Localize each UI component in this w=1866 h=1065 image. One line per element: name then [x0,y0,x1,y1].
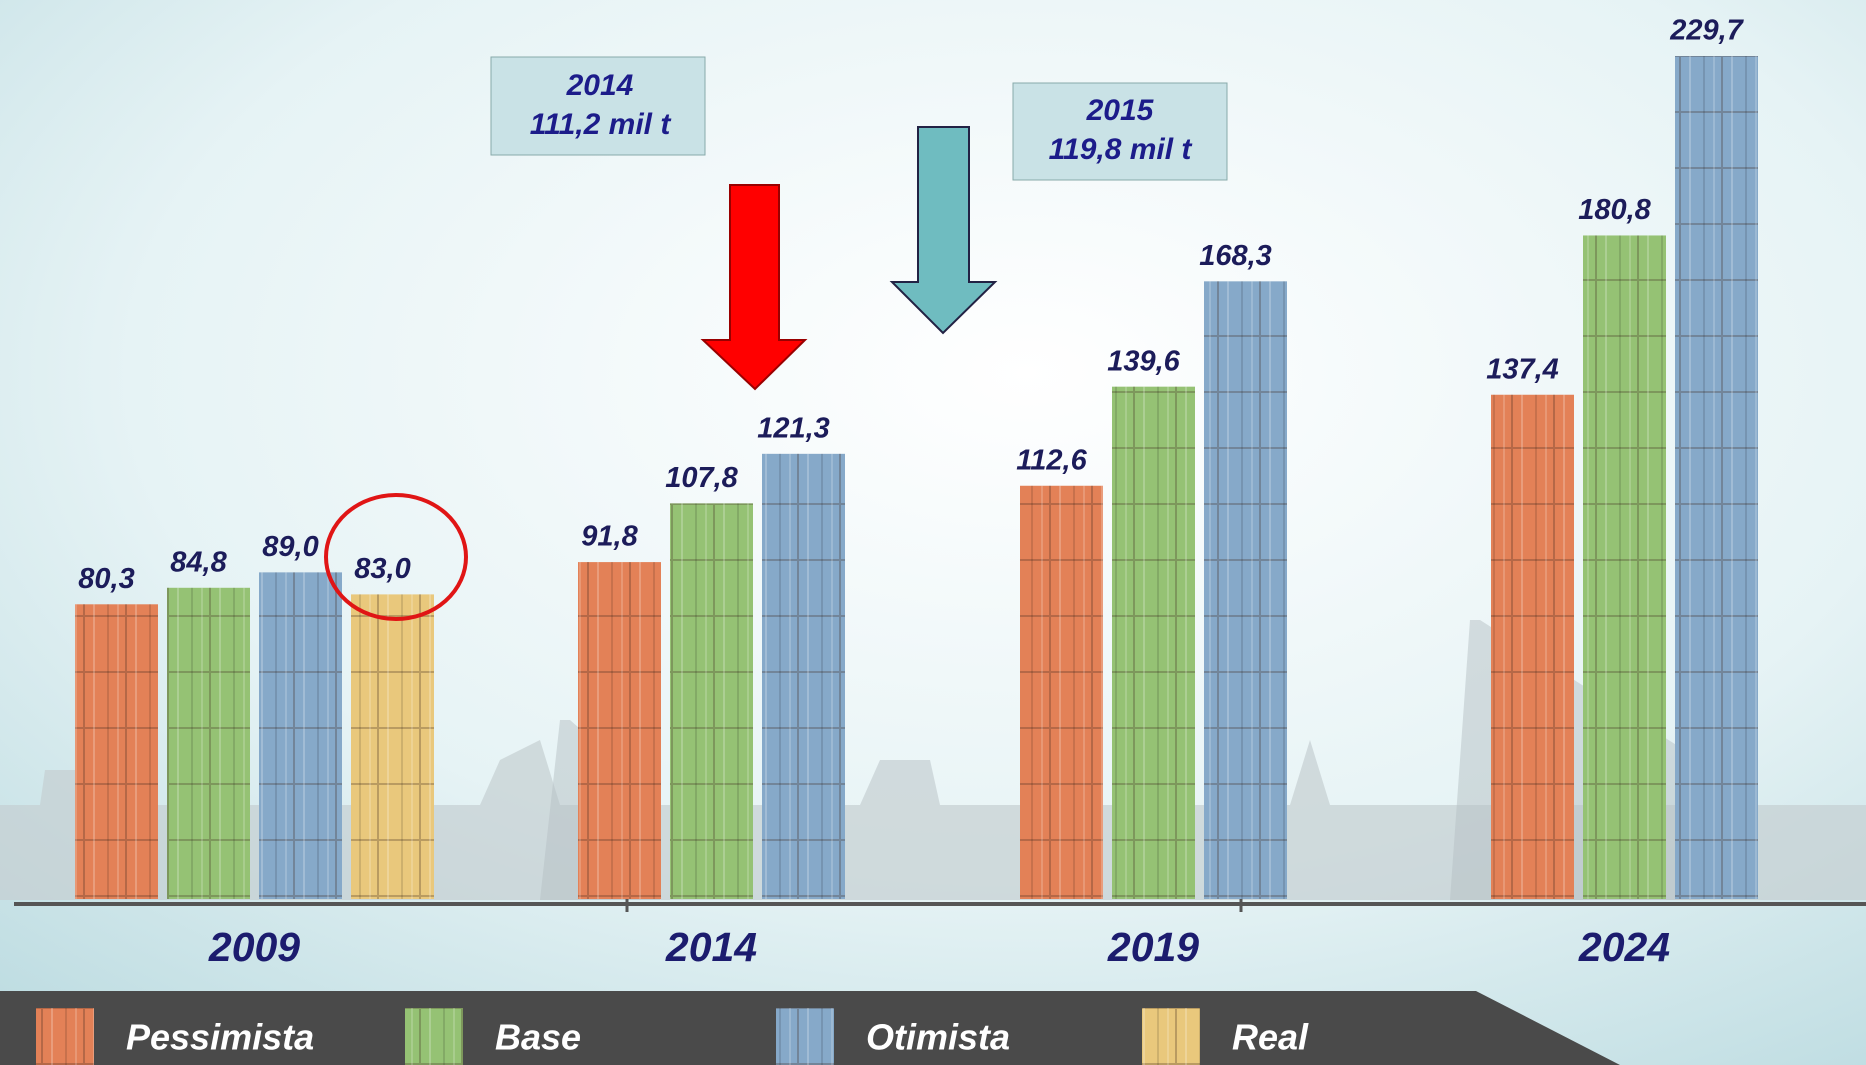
value-label: 84,8 [170,546,227,578]
bar [259,572,342,899]
bar [762,453,845,899]
value-label: 229,7 [1669,15,1744,47]
bar [351,594,434,899]
annotation-title: 2015 [1086,94,1155,127]
value-label: 89,0 [262,531,318,563]
legend-swatch-texture [36,1008,94,1065]
x-tick-label: 2019 [1107,924,1199,970]
bar [670,503,753,899]
bar [1491,394,1574,899]
value-label: 80,3 [78,563,134,595]
bar [1204,281,1287,899]
annotation-title: 2014 [566,69,634,102]
legend-swatch-texture [405,1008,463,1065]
value-label: 83,0 [354,553,410,585]
bar [1583,235,1666,900]
arrow-down [889,126,998,335]
bar [167,587,250,899]
bar [1675,56,1758,899]
value-label: 139,6 [1107,345,1180,377]
value-label: 180,8 [1578,194,1651,226]
value-label: 137,4 [1486,353,1559,385]
legend-label: Pessimista [126,1017,314,1058]
x-tick-label: 2009 [208,924,300,970]
annotation-text: 119,8 mil t [1049,133,1194,166]
annotation-text: 111,2 mil t [530,108,673,141]
x-tick-label: 2024 [1578,924,1670,970]
bar [1112,386,1195,900]
legend-swatch-texture [1142,1008,1200,1065]
arrow-down [700,184,808,391]
legend-swatch-texture [776,1008,834,1065]
legend: Pessimista Base Otimista Real [36,1008,1309,1065]
annotation-box [490,56,706,156]
annotation-box [1012,82,1228,181]
value-label: 91,8 [581,521,638,553]
value-label: 121,3 [757,412,830,444]
legend-label: Real [1232,1017,1309,1058]
value-label: 107,8 [665,462,738,494]
value-label: 168,3 [1199,240,1272,272]
legend-label: Otimista [866,1017,1010,1058]
skyline [0,740,1866,900]
bar [578,562,661,899]
bar [75,604,158,899]
value-label: 112,6 [1016,444,1087,476]
highlight-circle [324,493,468,621]
bar [1020,485,1103,899]
legend-label: Base [495,1017,581,1058]
x-tick-label: 2014 [665,924,757,970]
